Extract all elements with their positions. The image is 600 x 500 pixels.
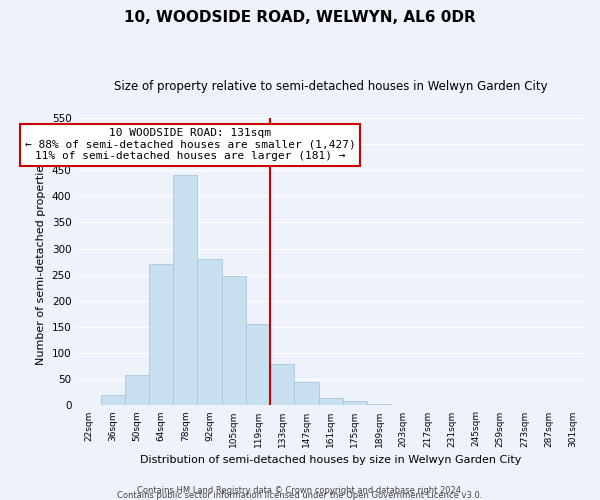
Bar <box>125 375 149 406</box>
Text: Contains public sector information licensed under the Open Government Licence v3: Contains public sector information licen… <box>118 491 482 500</box>
Bar <box>343 401 367 406</box>
Bar <box>221 276 246 406</box>
Bar <box>246 324 270 406</box>
Bar <box>270 364 295 406</box>
Text: Contains HM Land Registry data © Crown copyright and database right 2024.: Contains HM Land Registry data © Crown c… <box>137 486 463 495</box>
Bar <box>319 398 343 406</box>
Bar <box>101 395 125 406</box>
Bar <box>295 382 319 406</box>
Text: 10, WOODSIDE ROAD, WELWYN, AL6 0DR: 10, WOODSIDE ROAD, WELWYN, AL6 0DR <box>124 10 476 25</box>
Bar <box>197 259 221 406</box>
Bar <box>173 176 197 406</box>
Bar <box>149 264 173 406</box>
Y-axis label: Number of semi-detached properties: Number of semi-detached properties <box>36 158 46 364</box>
Bar <box>391 405 415 406</box>
X-axis label: Distribution of semi-detached houses by size in Welwyn Garden City: Distribution of semi-detached houses by … <box>140 455 521 465</box>
Text: 10 WOODSIDE ROAD: 131sqm
← 88% of semi-detached houses are smaller (1,427)
11% o: 10 WOODSIDE ROAD: 131sqm ← 88% of semi-d… <box>25 128 356 162</box>
Title: Size of property relative to semi-detached houses in Welwyn Garden City: Size of property relative to semi-detach… <box>114 80 547 93</box>
Bar <box>367 404 391 406</box>
